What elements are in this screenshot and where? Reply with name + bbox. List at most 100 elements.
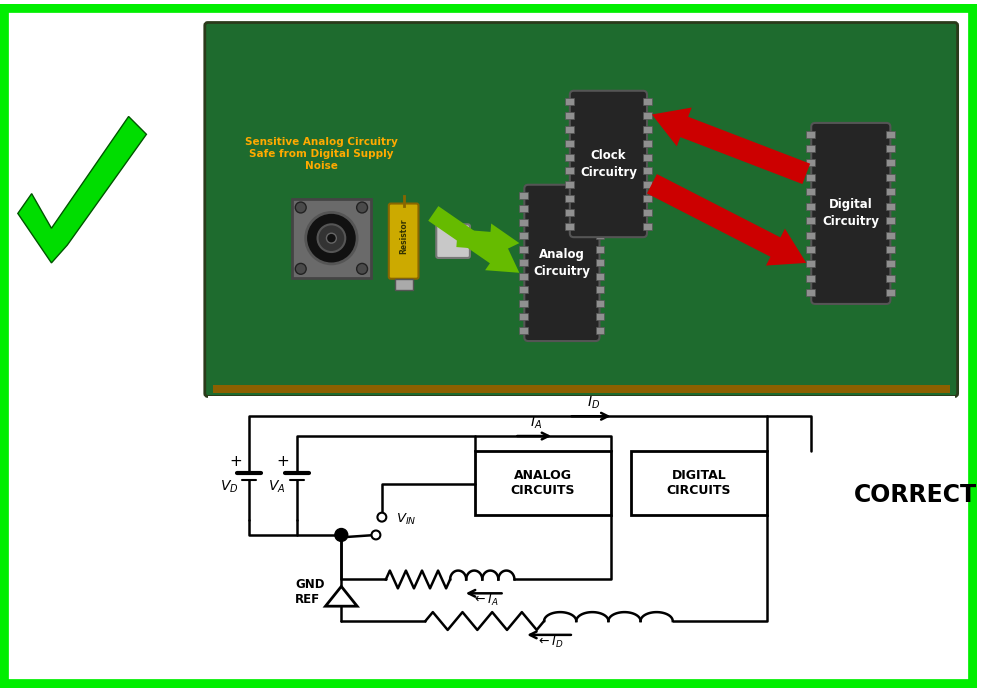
FancyBboxPatch shape [570,91,647,237]
Circle shape [295,202,306,213]
FancyBboxPatch shape [525,185,600,341]
Bar [596,206,605,212]
Polygon shape [652,107,810,184]
Bar [643,167,652,174]
Text: Resistor: Resistor [399,219,408,254]
Bar [643,112,652,119]
Bar [643,140,652,147]
Bar [643,181,652,188]
Bar [520,260,529,266]
Bar [886,203,895,210]
Text: Analog
Circuitry: Analog Circuitry [534,248,591,278]
Bar [565,223,574,230]
Bar [886,275,895,282]
Bar [520,327,529,334]
Bar [643,223,652,230]
Bar [886,188,895,195]
Circle shape [371,531,380,539]
Bar [886,174,895,181]
Bar [886,232,895,239]
Circle shape [377,513,386,522]
Bar [596,273,605,280]
Bar [806,159,815,166]
Circle shape [317,224,345,252]
FancyBboxPatch shape [291,199,370,277]
Bar [806,203,815,210]
Bar [565,195,574,202]
Text: DIGITAL
CIRCUITS: DIGITAL CIRCUITS [667,469,731,497]
Bar [596,327,605,334]
Bar [886,246,895,253]
Bar [806,145,815,152]
Text: CORRECT: CORRECT [854,484,977,507]
Bar [520,286,529,293]
Text: $V_{IN}$: $V_{IN}$ [396,511,416,527]
Bar [565,98,574,105]
Bar [643,195,652,202]
Bar [207,397,954,678]
Circle shape [357,202,368,213]
Bar [643,98,652,105]
Bar [886,217,895,224]
Circle shape [335,529,348,541]
Bar [596,192,605,199]
Bar [631,451,767,515]
Bar [806,217,815,224]
Bar [212,385,949,394]
Bar [596,313,605,320]
Bar [806,131,815,138]
FancyBboxPatch shape [389,203,419,279]
Bar [565,112,574,119]
Bar [806,174,815,181]
Bar [520,313,529,320]
Text: Sensitive Analog Circuitry
Safe from Digital Supply
Noise: Sensitive Analog Circuitry Safe from Dig… [245,138,398,171]
Bar [806,260,815,267]
Polygon shape [18,116,146,263]
Bar [395,279,413,290]
Text: Digital
Circuitry: Digital Circuitry [822,199,879,228]
Bar [806,246,815,253]
Text: GND
REF: GND REF [294,579,324,606]
Bar [520,219,529,226]
Bar [565,126,574,133]
Text: $\leftarrow I_A$: $\leftarrow I_A$ [471,593,498,608]
Bar [596,300,605,307]
Polygon shape [428,206,520,273]
Text: +: + [229,454,242,468]
Circle shape [305,212,357,264]
Text: $V_A$: $V_A$ [269,478,286,495]
Circle shape [326,233,336,243]
FancyBboxPatch shape [811,123,890,304]
Polygon shape [456,224,520,258]
Text: +: + [277,454,289,468]
Bar [520,206,529,212]
Bar [643,126,652,133]
Bar [596,260,605,266]
Bar [520,300,529,307]
Bar [886,131,895,138]
Bar [596,219,605,226]
Bar [596,286,605,293]
Text: ANALOG
CIRCUITS: ANALOG CIRCUITS [511,469,575,497]
Circle shape [295,264,306,274]
Polygon shape [647,174,806,266]
Text: $I_D$: $I_D$ [587,394,600,411]
Bar [565,140,574,147]
Bar [806,275,815,282]
Text: $I_A$: $I_A$ [531,414,542,430]
Bar [806,232,815,239]
Bar [596,233,605,239]
Bar [565,181,574,188]
Bar [475,451,612,515]
FancyBboxPatch shape [205,23,957,397]
Bar [565,154,574,161]
Circle shape [357,264,368,274]
Bar [806,289,815,296]
Bar [886,145,895,152]
Bar [520,233,529,239]
Bar [520,246,529,253]
Bar [520,273,529,280]
Bar [520,192,529,199]
Bar [806,188,815,195]
Bar [886,289,895,296]
